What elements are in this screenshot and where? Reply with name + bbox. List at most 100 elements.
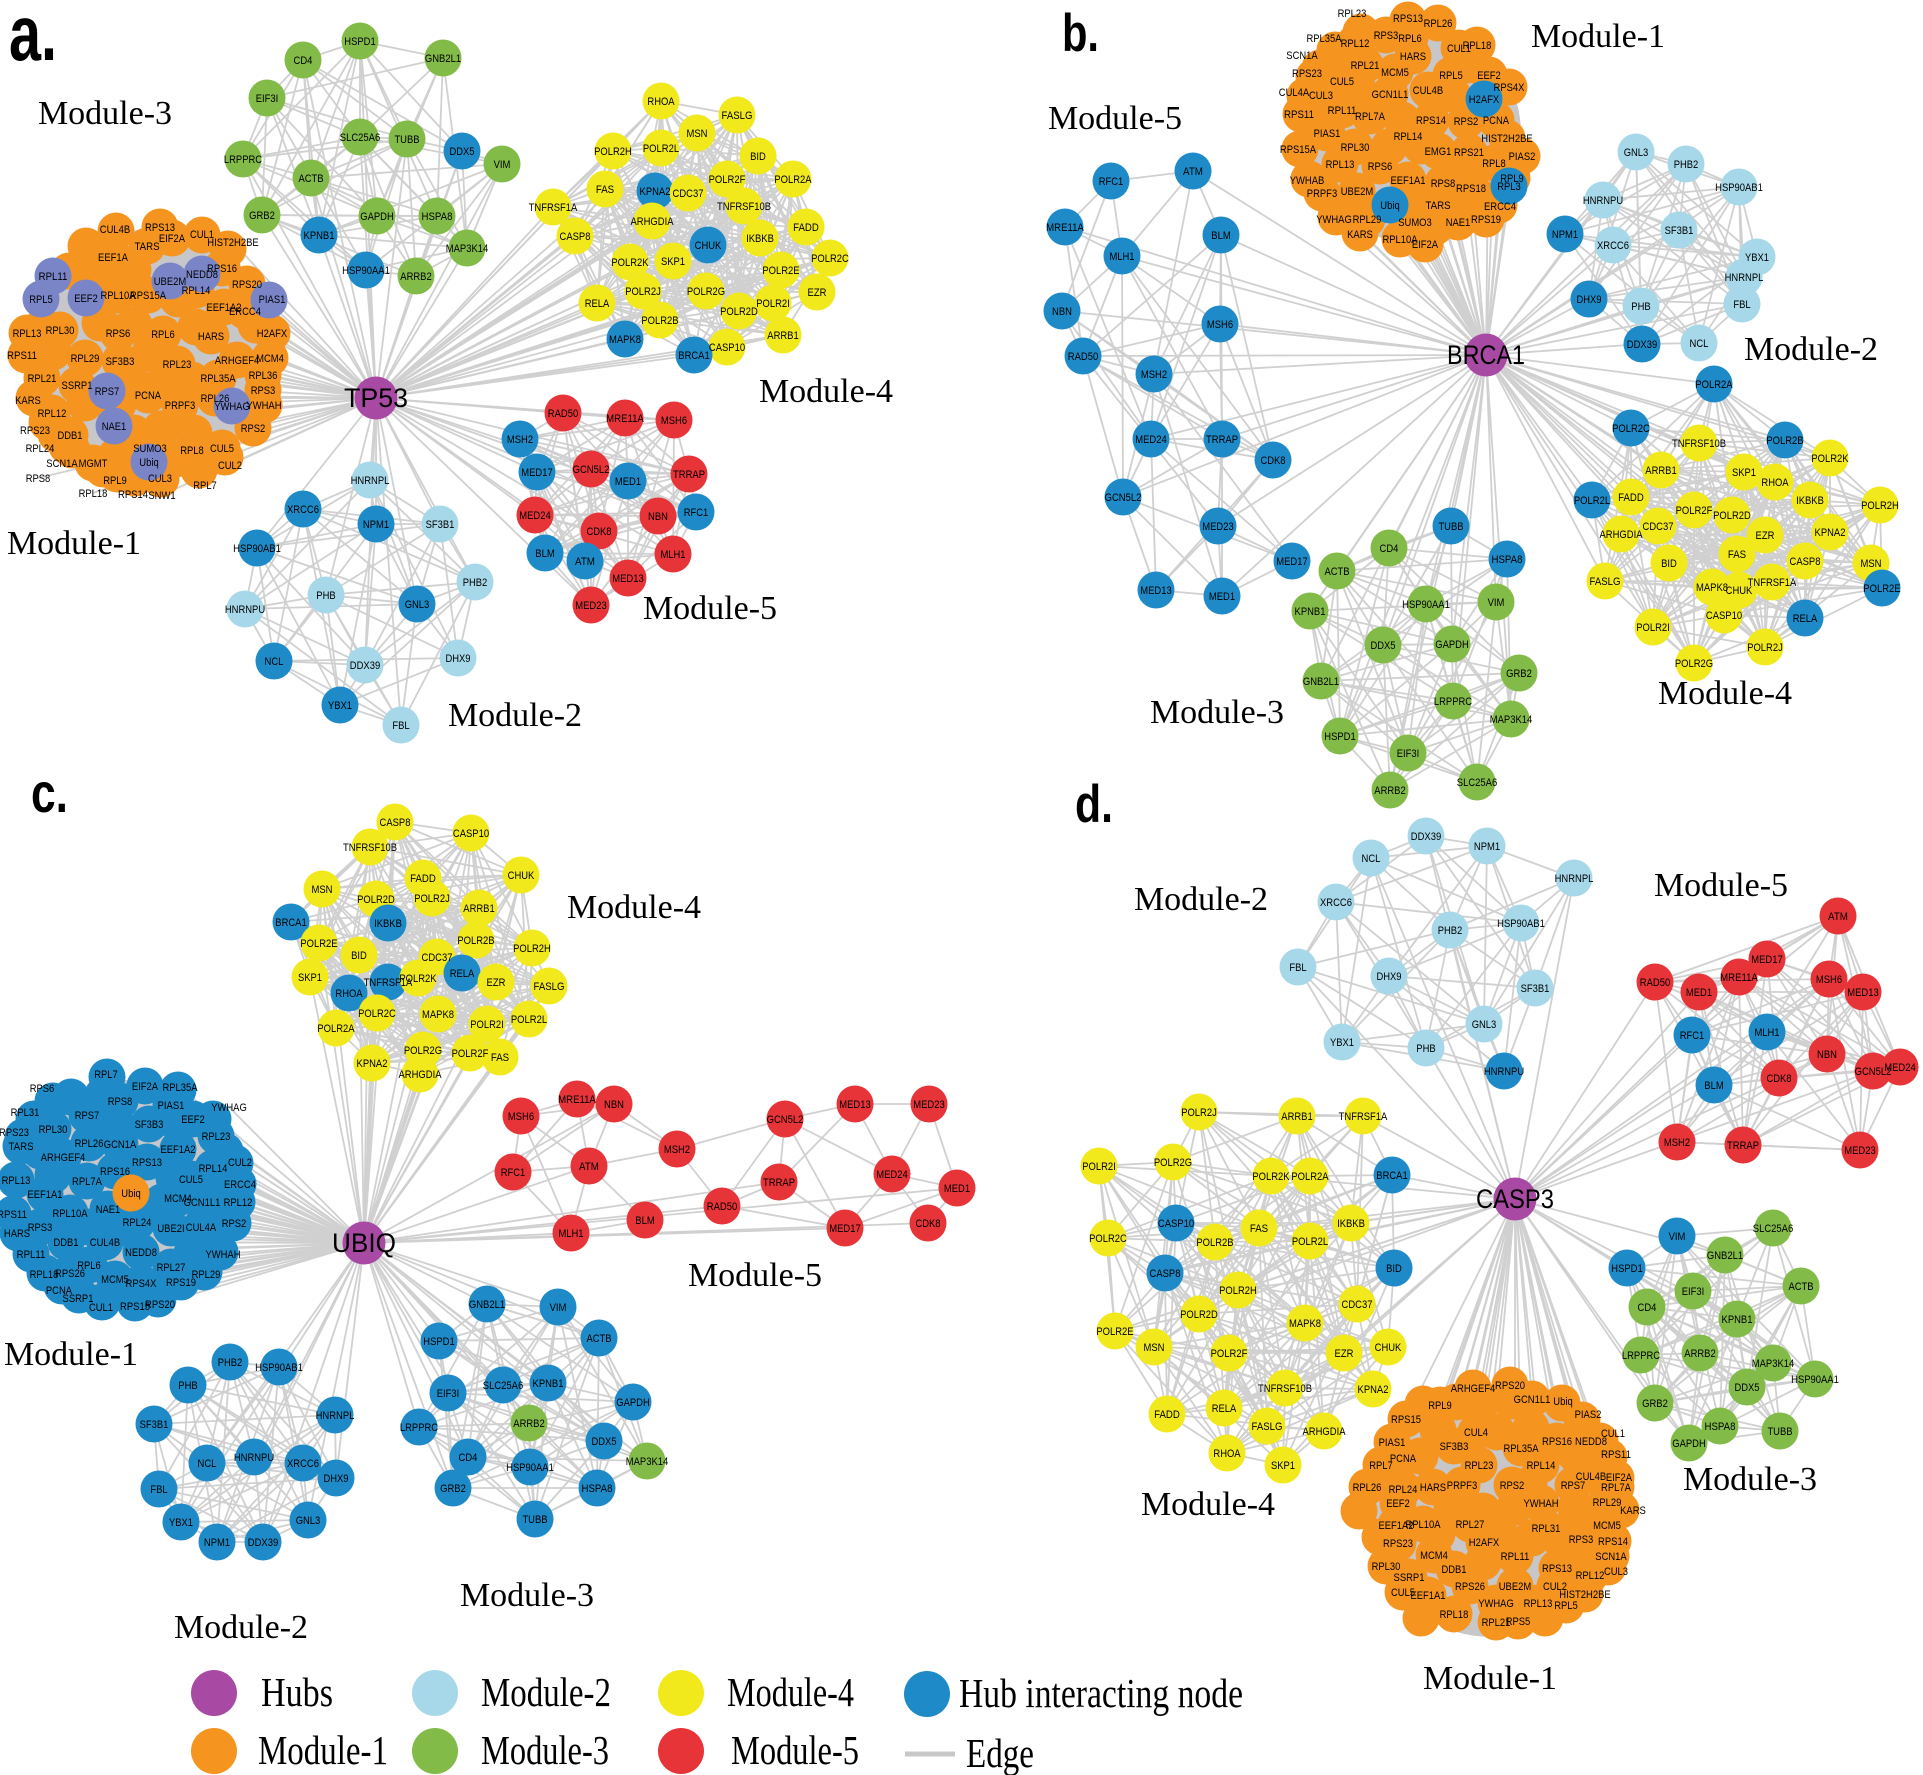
- svg-text:KARS: KARS: [1620, 1505, 1646, 1517]
- svg-text:CUL4: CUL4: [1464, 1427, 1488, 1439]
- svg-text:RPL14: RPL14: [182, 285, 211, 297]
- svg-text:CDC37: CDC37: [422, 952, 453, 964]
- svg-text:RPL10A: RPL10A: [52, 1208, 88, 1220]
- svg-text:DHX9: DHX9: [1376, 971, 1401, 983]
- svg-text:CUL3: CUL3: [148, 473, 172, 485]
- svg-text:IKBKB: IKBKB: [374, 918, 402, 930]
- svg-text:MED13: MED13: [839, 1099, 870, 1111]
- svg-text:NBN: NBN: [648, 511, 668, 523]
- svg-text:SKP1: SKP1: [298, 972, 322, 984]
- svg-text:POLR2D: POLR2D: [720, 306, 758, 318]
- svg-text:MSH2: MSH2: [1141, 369, 1167, 381]
- svg-text:RPS26: RPS26: [55, 1268, 85, 1280]
- svg-text:MCM5: MCM5: [101, 1274, 129, 1286]
- svg-text:UBIQ: UBIQ: [332, 1228, 396, 1258]
- svg-text:ATM: ATM: [1828, 911, 1848, 923]
- svg-text:YBX1: YBX1: [169, 1517, 193, 1529]
- svg-text:RPS20: RPS20: [1495, 1380, 1525, 1392]
- svg-text:RPS7: RPS7: [75, 1110, 100, 1122]
- svg-text:NEDD8: NEDD8: [186, 269, 218, 281]
- svg-text:RPS3: RPS3: [28, 1222, 53, 1234]
- svg-text:POLR2L: POLR2L: [1574, 495, 1610, 507]
- svg-text:POLR2I: POLR2I: [1082, 1161, 1116, 1173]
- svg-text:FAS: FAS: [596, 184, 614, 196]
- svg-text:NPM1: NPM1: [1474, 841, 1500, 853]
- svg-text:POLR2A: POLR2A: [774, 174, 812, 186]
- svg-text:ARHGEF4: ARHGEF4: [215, 355, 260, 367]
- svg-text:RPS6: RPS6: [106, 328, 131, 340]
- svg-text:ARHGDIA: ARHGDIA: [1303, 1426, 1347, 1438]
- svg-text:RPL13: RPL13: [1326, 159, 1355, 171]
- svg-text:PHB2: PHB2: [1438, 925, 1463, 937]
- svg-text:SCN1A: SCN1A: [1286, 50, 1318, 62]
- svg-text:RPL23: RPL23: [163, 359, 192, 371]
- svg-text:FBL: FBL: [150, 1484, 167, 1496]
- svg-text:MGMT: MGMT: [79, 458, 108, 470]
- svg-text:NEDD8: NEDD8: [125, 1247, 157, 1259]
- svg-text:RPL21: RPL21: [1351, 60, 1380, 72]
- svg-text:PRPF3: PRPF3: [1307, 188, 1337, 200]
- svg-text:SF3B1: SF3B1: [426, 519, 455, 531]
- svg-text:GAPDH: GAPDH: [1672, 1438, 1706, 1450]
- svg-text:POLR2B: POLR2B: [1766, 435, 1803, 447]
- svg-text:CHUK: CHUK: [1726, 585, 1753, 597]
- svg-text:RPL29: RPL29: [1593, 1497, 1622, 1509]
- svg-text:Module-1: Module-1: [4, 1336, 138, 1373]
- svg-text:EMG1: EMG1: [1425, 146, 1452, 158]
- svg-text:MSN: MSN: [1144, 1342, 1165, 1354]
- svg-text:RPS15A: RPS15A: [130, 290, 167, 302]
- svg-text:RPS11: RPS11: [1284, 109, 1314, 121]
- svg-text:ARRB1: ARRB1: [1645, 465, 1676, 477]
- svg-text:SKP1: SKP1: [661, 256, 685, 268]
- svg-text:CDC37: CDC37: [1342, 1299, 1373, 1311]
- svg-text:POLR2J: POLR2J: [625, 286, 661, 298]
- svg-text:ERCC4: ERCC4: [224, 1179, 256, 1191]
- svg-text:RPS13: RPS13: [1393, 13, 1423, 25]
- svg-text:GAPDH: GAPDH: [360, 211, 394, 223]
- svg-text:SF3B1: SF3B1: [1521, 983, 1550, 995]
- svg-text:MED23: MED23: [575, 600, 606, 612]
- svg-text:Ubiq: Ubiq: [1380, 200, 1399, 212]
- svg-text:GNB2L1: GNB2L1: [425, 53, 461, 65]
- svg-text:POLR2A: POLR2A: [317, 1023, 355, 1035]
- svg-text:RPS13: RPS13: [145, 222, 175, 234]
- svg-text:FAS: FAS: [1728, 549, 1746, 561]
- svg-text:CUL5: CUL5: [210, 443, 234, 455]
- svg-text:ARRB1: ARRB1: [1281, 1111, 1312, 1123]
- svg-text:UBE2M: UBE2M: [1341, 186, 1374, 198]
- svg-text:LRPPRC: LRPPRC: [224, 154, 262, 166]
- svg-text:GNL3: GNL3: [405, 599, 430, 611]
- svg-text:YWHAH: YWHAH: [1523, 1498, 1558, 1510]
- svg-text:TNFRSF1A: TNFRSF1A: [1748, 577, 1797, 589]
- svg-text:DDX39: DDX39: [350, 660, 380, 672]
- svg-text:ARRB1: ARRB1: [767, 330, 798, 342]
- svg-text:RPL7A: RPL7A: [1355, 111, 1385, 123]
- svg-text:BID: BID: [1661, 558, 1677, 570]
- svg-text:YWHAG: YWHAG: [1478, 1598, 1514, 1610]
- svg-text:MED23: MED23: [1202, 521, 1233, 533]
- svg-text:DDX39: DDX39: [1627, 339, 1657, 351]
- svg-text:LRPPRC: LRPPRC: [1622, 1350, 1660, 1362]
- svg-text:RPL26: RPL26: [201, 393, 230, 405]
- svg-text:DHX9: DHX9: [445, 653, 470, 665]
- svg-text:POLR2A: POLR2A: [1291, 1171, 1329, 1183]
- svg-text:RPL7A: RPL7A: [1601, 1482, 1631, 1494]
- svg-text:MAPK8: MAPK8: [422, 1009, 454, 1021]
- svg-text:RPL6: RPL6: [77, 1260, 101, 1272]
- svg-text:HSPA8: HSPA8: [582, 1483, 613, 1495]
- svg-text:NPM1: NPM1: [204, 1537, 230, 1549]
- svg-text:GNB2L1: GNB2L1: [1303, 676, 1339, 688]
- svg-text:ARRB2: ARRB2: [513, 1418, 544, 1430]
- svg-text:MED24: MED24: [519, 510, 550, 522]
- svg-text:YWHAH: YWHAH: [246, 400, 281, 412]
- svg-text:MRE11A: MRE11A: [1046, 222, 1084, 234]
- svg-text:ARHGDIA: ARHGDIA: [399, 1069, 443, 1081]
- svg-text:EEF1A1: EEF1A1: [1410, 1590, 1445, 1602]
- svg-text:POLR2L: POLR2L: [1292, 1236, 1328, 1248]
- svg-text:POLR2H: POLR2H: [513, 943, 551, 955]
- svg-text:NBN: NBN: [1052, 306, 1072, 318]
- svg-text:MCM4: MCM4: [164, 1193, 192, 1205]
- svg-text:RPL24: RPL24: [26, 443, 55, 455]
- svg-text:RPL9: RPL9: [1428, 1400, 1452, 1412]
- svg-text:CUL5: CUL5: [1330, 76, 1354, 88]
